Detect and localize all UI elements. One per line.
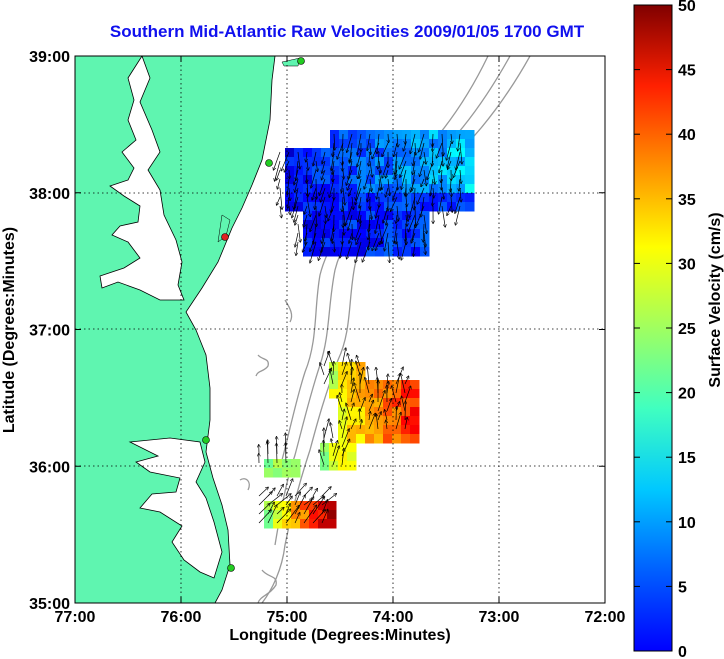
x-tick-label: 77:00 <box>55 609 96 626</box>
velocity-field <box>259 130 475 529</box>
y-tick-label: 39:00 <box>29 49 70 66</box>
map-title: Southern Mid-Atlantic Raw Velocities 200… <box>109 22 585 41</box>
colorbar-tick-label: 15 <box>678 450 696 467</box>
colorbar-tick-label: 10 <box>678 515 696 532</box>
colorbar-tick-label: 20 <box>678 386 696 403</box>
y-tick-label: 36:00 <box>29 459 70 476</box>
y-tick-label: 37:00 <box>29 323 70 340</box>
colorbar-tick-label: 50 <box>678 0 696 15</box>
x-axis-label: Longitude (Degrees:Minutes) <box>229 627 450 644</box>
x-tick-label: 73:00 <box>479 609 520 626</box>
x-axis: 77:00 76:00 75:00 74:00 73:00 72:00 <box>55 56 626 626</box>
x-tick-label: 72:00 <box>585 609 626 626</box>
colorbar <box>633 4 673 652</box>
radar-stations <box>202 57 305 572</box>
colorbar-tick-label: 30 <box>678 256 696 273</box>
y-axis: 39:00 38:00 37:00 36:00 35:00 <box>29 49 605 613</box>
chesapeake-bay <box>99 56 185 301</box>
grid-lines <box>75 56 605 603</box>
colorbar-tick-label: 35 <box>678 192 696 209</box>
colorbar-tick-label: 5 <box>678 579 687 596</box>
pamlico-sound <box>128 437 223 579</box>
x-tick-label: 74:00 <box>373 609 414 626</box>
x-tick-label: 76:00 <box>161 609 202 626</box>
colorbar-tick-label: 40 <box>678 127 696 144</box>
colorbar-tick-label: 0 <box>678 644 687 659</box>
x-tick-label: 75:00 <box>267 609 308 626</box>
y-tick-label: 35:00 <box>29 596 70 613</box>
y-axis-label: Latitude (Degrees:Minutes) <box>1 227 18 433</box>
colorbar-tick-label: 25 <box>678 321 696 338</box>
y-tick-label: 38:00 <box>29 186 70 203</box>
colorbar-label: Surface Velocity (cm/s) <box>707 212 724 387</box>
colorbar-tick-label: 45 <box>678 63 696 80</box>
colorbar-ticks: 0 5 10 15 20 25 30 35 40 45 50 <box>634 0 696 659</box>
